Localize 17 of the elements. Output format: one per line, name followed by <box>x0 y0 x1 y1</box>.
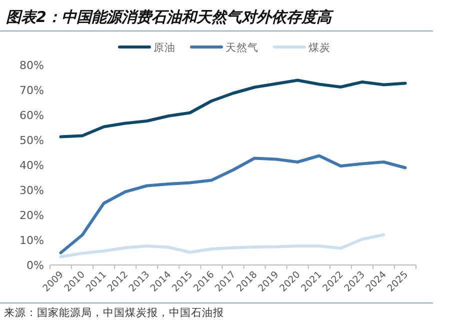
line-series <box>59 154 407 254</box>
y-tick-label: 80% <box>20 59 44 72</box>
source-note: 来源：国家能源局，中国煤炭报，中国石油报 <box>4 306 224 319</box>
line-series <box>59 78 407 138</box>
y-tick-label: 10% <box>20 234 44 247</box>
y-tick-label: 60% <box>20 109 44 122</box>
line-series <box>59 233 386 258</box>
y-tick-label: 50% <box>20 134 44 147</box>
legend-label: 煤炭 <box>308 41 330 54</box>
y-tick-label: 70% <box>20 84 44 97</box>
y-tick-label: 40% <box>20 159 44 172</box>
legend-label: 原油 <box>154 41 176 54</box>
y-tick-label: 20% <box>20 209 44 222</box>
legend-label: 天然气 <box>226 42 258 54</box>
y-tick-label: 30% <box>20 184 44 197</box>
chart-title: 图表2：中国能源消费石油和天然气对外依存度高 <box>6 8 334 26</box>
y-tick-label: 0% <box>26 259 44 272</box>
